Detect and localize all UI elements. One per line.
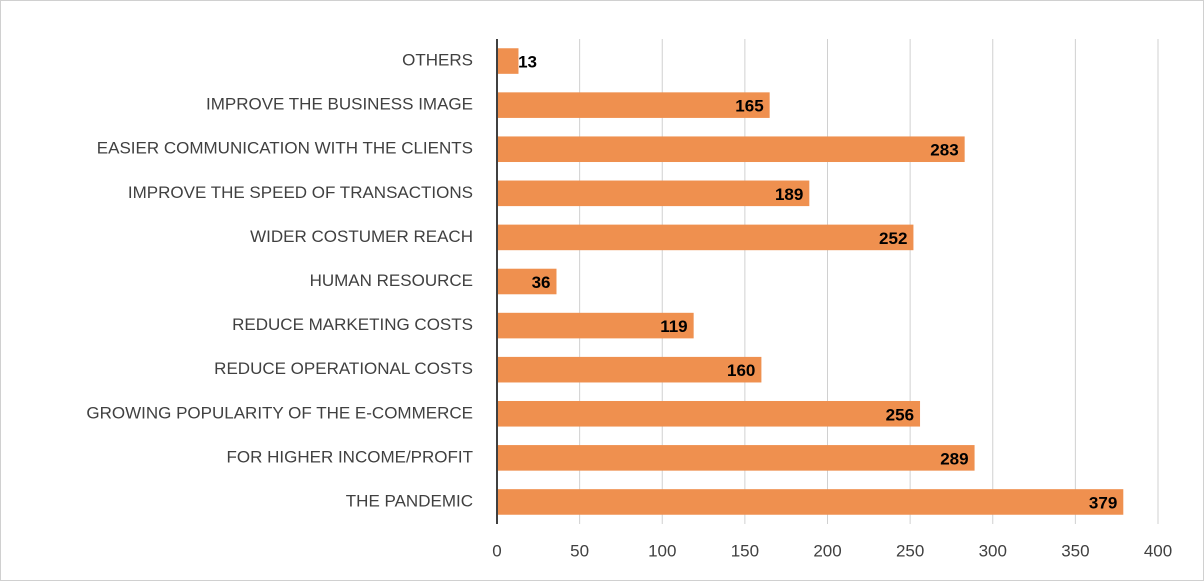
value-label: 13 [518,53,537,72]
x-tick-label: 200 [813,541,841,560]
value-label: 160 [727,361,755,380]
bar [497,445,975,471]
y-tick-label: IMPROVE THE BUSINESS IMAGE [206,95,473,114]
bar [497,180,810,207]
value-label: 189 [775,185,803,204]
y-tick-label: GROWING POPULARITY OF THE E-COMMERCE [86,403,473,422]
y-tick-label: WIDER COSTUMER REACH [250,227,473,246]
x-tick-label: 300 [979,541,1007,560]
value-label: 379 [1089,493,1117,512]
bar [497,489,1124,515]
x-tick-label: 0 [492,541,501,560]
y-tick-label: THE PANDEMIC [346,491,473,510]
bar [497,400,921,427]
value-label: 36 [532,273,551,292]
bar [497,92,770,118]
y-tick-label: EASIER COMMUNICATION WITH THE CLIENTS [97,139,473,158]
bar [497,48,519,74]
bar [497,312,694,339]
y-tick-label: FOR HIGHER INCOME/PROFIT [227,447,474,466]
y-tick-label: IMPROVE THE SPEED OF TRANSACTIONS [128,183,473,202]
bar [497,268,557,295]
x-tick-label: 400 [1144,541,1172,560]
x-tick-label: 50 [570,541,589,560]
value-label: 252 [879,229,907,248]
value-label: 283 [930,141,958,160]
bar [497,356,762,383]
value-label: 256 [886,405,914,424]
bar [497,136,965,163]
x-tick-label: 350 [1061,541,1089,560]
x-tick-label: 250 [896,541,924,560]
x-tick-label: 150 [731,541,759,560]
x-tick-label: 100 [648,541,676,560]
y-tick-label: HUMAN RESOURCE [310,271,473,290]
value-label: 165 [735,97,763,116]
y-tick-label: REDUCE MARKETING COSTS [232,315,473,334]
y-tick-label: OTHERS [402,51,473,70]
value-label: 119 [660,317,687,336]
bar [497,224,914,251]
value-label: 289 [940,449,968,468]
y-tick-label: REDUCE OPERATIONAL COSTS [214,359,473,378]
